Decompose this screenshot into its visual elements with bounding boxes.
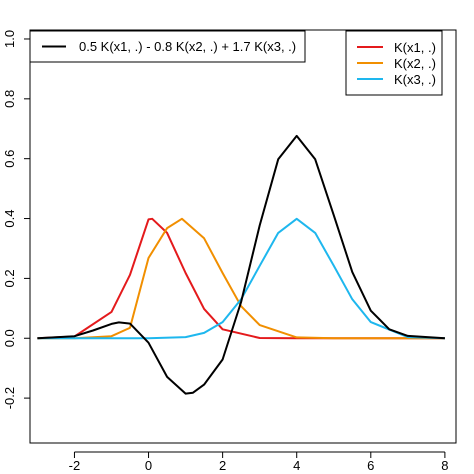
legend-kernel-1-label: K(x1, .) [394,40,436,55]
series-layer [37,134,445,395]
y-axis: -0.2 0.0 0.2 0.4 0.6 0.8 1.0 [2,30,31,409]
legend-main-label: 0.5 K(x1, .) - 0.8 K(x2, .) + 1.7 K(x3, … [79,39,296,54]
y-tick-label: 1.0 [2,30,17,48]
legend-main-box [29,30,306,63]
series-line-1 [37,217,445,340]
legend-kernels: K(x1, .) K(x2, .) K(x3, .) [345,30,443,96]
x-tick-label: 2 [219,458,226,473]
series-line-3 [37,217,445,340]
x-tick-label: 4 [293,458,300,473]
y-tick-label: 0.2 [2,269,17,287]
legend-kernel-2-label: K(x2, .) [394,56,436,71]
x-tick-label: 6 [367,458,374,473]
y-tick-label: 0.4 [2,210,17,228]
y-tick-label: 0.0 [2,329,17,347]
legend-kernel-3-label: K(x3, .) [394,72,436,87]
y-tick-label: 0.8 [2,90,17,108]
y-tick-label: 0.6 [2,150,17,168]
series-line-2 [37,217,445,340]
y-tick-label: -0.2 [2,387,17,409]
x-tick-label: 8 [441,458,448,473]
series-line-4 [37,134,445,395]
legend-main: 0.5 K(x1, .) - 0.8 K(x2, .) + 1.7 K(x3, … [29,30,306,63]
x-tick-label: 0 [145,458,152,473]
x-tick-label: -2 [69,458,81,473]
x-axis: -2 0 2 4 6 8 [69,451,449,473]
